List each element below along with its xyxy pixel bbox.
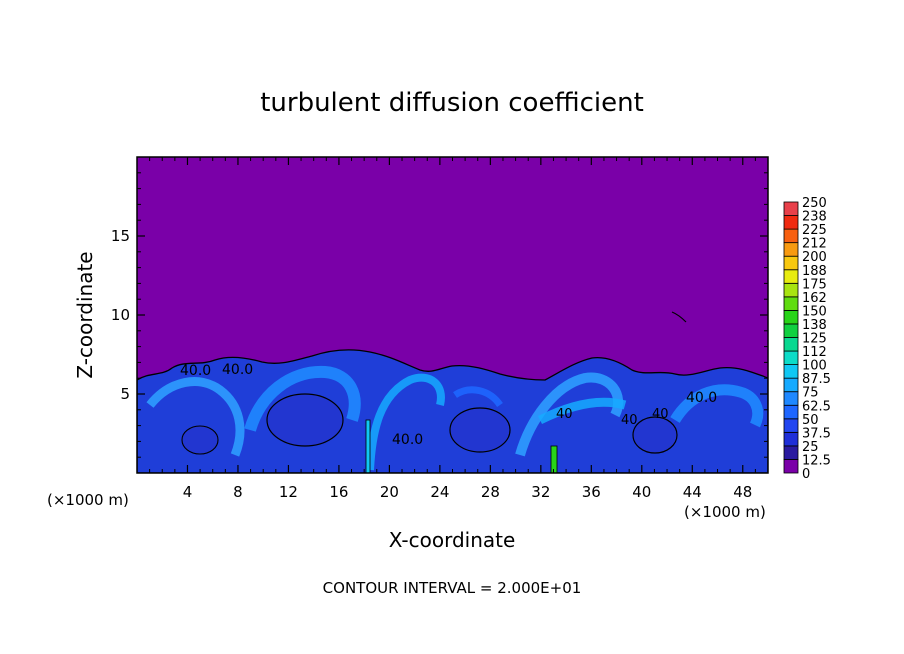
colorbar-swatch xyxy=(783,431,799,447)
swirl-band xyxy=(366,373,445,471)
contour-label: 40 xyxy=(621,413,638,428)
contour-label: 40.0 xyxy=(222,362,253,378)
contour-label: 40.0 xyxy=(392,432,423,448)
swirl-band xyxy=(537,397,627,425)
colorbar-swatch xyxy=(783,215,799,230)
colorbar-level-label: 50 xyxy=(802,413,819,428)
colorbar-level-label: 188 xyxy=(802,264,827,279)
colorbar-swatch xyxy=(783,404,799,420)
colorbar-level-label: 12.5 xyxy=(802,453,831,468)
dark-pocket xyxy=(449,407,511,453)
colorbar-swatch xyxy=(783,242,799,257)
colorbar-swatch xyxy=(783,296,799,311)
colorbar-level-label: 138 xyxy=(802,318,827,333)
y-tick-label: 15 xyxy=(111,227,130,245)
colorbar-swatch xyxy=(783,377,799,393)
contour-label: 40 xyxy=(556,407,573,422)
x-tick-label: 44 xyxy=(683,483,702,501)
x-axis-label: X-coordinate xyxy=(389,528,516,552)
colorbar-level-label: 212 xyxy=(802,237,827,252)
dark-pocket xyxy=(632,416,678,454)
contour-label: 40.0 xyxy=(180,363,211,379)
colorbar-level-label: 125 xyxy=(802,332,827,347)
swirl-band xyxy=(515,372,624,457)
stray-contour xyxy=(671,311,687,323)
x-tick-label: 32 xyxy=(531,483,550,501)
chart-title: turbulent diffusion coefficient xyxy=(260,88,644,118)
swirl-band xyxy=(453,386,503,408)
colorbar-swatch xyxy=(783,255,799,271)
colorbar-level-label: 175 xyxy=(802,277,827,292)
contour-label: 40 xyxy=(652,407,669,422)
plot-area: 40.0 40.0 40.0 40 40 40 40.0 xyxy=(136,156,769,474)
colorbar-level-label: 250 xyxy=(802,196,827,211)
x-tick-label: 36 xyxy=(582,483,601,501)
colorbar-swatch xyxy=(783,323,799,338)
swirl-band xyxy=(670,384,764,428)
colorbar-level-label: 238 xyxy=(802,210,827,225)
swirl-band xyxy=(146,377,245,457)
colorbar-level-label: 225 xyxy=(802,223,827,238)
x-tick-label: 12 xyxy=(279,483,298,501)
colorbar-level-label: 150 xyxy=(802,304,827,319)
x-tick-label: 28 xyxy=(481,483,500,501)
x-tick-label: 8 xyxy=(233,483,243,501)
colorbar-swatch xyxy=(783,445,799,460)
colorbar-level-label: 37.5 xyxy=(802,426,831,441)
y-axis-label: Z-coordinate xyxy=(73,251,97,378)
colorbar-swatch xyxy=(783,201,799,216)
x-tick-label: 4 xyxy=(183,483,193,501)
y-tick-label: 5 xyxy=(120,385,130,403)
colorbar-swatch xyxy=(783,269,799,284)
colorbar-level-label: 162 xyxy=(802,291,827,306)
colorbar-swatch xyxy=(783,350,799,365)
colorbar-level-label: 75 xyxy=(802,386,819,401)
x-axis-ticks: 4 8 12 16 20 24 28 32 36 40 44 48 xyxy=(149,157,756,501)
contour-label: 40.0 xyxy=(686,390,717,406)
y-axis-ticks: 5 10 15 xyxy=(111,172,768,458)
x-tick-label: 48 xyxy=(733,483,752,501)
contour-labels: 40.0 40.0 40.0 40 40 40 40.0 xyxy=(180,362,717,448)
x-unit-label-left: (×1000 m) xyxy=(47,491,129,509)
contour-interval-note: CONTOUR INTERVAL = 2.000E+01 xyxy=(323,579,582,597)
colorbar-level-label: 0 xyxy=(802,467,810,482)
green-plume xyxy=(365,419,371,473)
colorbar-swatch xyxy=(783,228,799,244)
colorbar-swatch xyxy=(783,309,799,325)
colorbar-swatch xyxy=(783,364,799,379)
colorbar-swatch xyxy=(783,459,799,474)
x-tick-label: 24 xyxy=(430,483,449,501)
colorbar-level-label: 100 xyxy=(802,359,827,374)
colorbar-level-label: 62.5 xyxy=(802,399,831,414)
colorbar-level-label: 112 xyxy=(802,345,827,360)
colorbar: 012.52537.55062.57587.510011212513815016… xyxy=(783,196,831,482)
x-unit-label-right: (×1000 m) xyxy=(684,503,766,521)
x-tick-label: 16 xyxy=(329,483,348,501)
colorbar-swatch xyxy=(783,391,799,406)
green-plume xyxy=(550,445,558,473)
swirl-band xyxy=(244,365,361,432)
x-tick-label: 40 xyxy=(632,483,651,501)
x-tick-label: 20 xyxy=(380,483,399,501)
colorbar-swatch xyxy=(783,337,799,352)
y-tick-label: 10 xyxy=(111,306,130,324)
colorbar-level-label: 87.5 xyxy=(802,372,831,387)
colorbar-level-label: 200 xyxy=(802,250,827,265)
dark-pocket xyxy=(181,425,219,455)
colorbar-level-label: 25 xyxy=(802,440,819,455)
dark-pocket xyxy=(266,393,344,447)
colorbar-swatch xyxy=(783,418,799,433)
colorbar-swatch xyxy=(783,282,799,298)
